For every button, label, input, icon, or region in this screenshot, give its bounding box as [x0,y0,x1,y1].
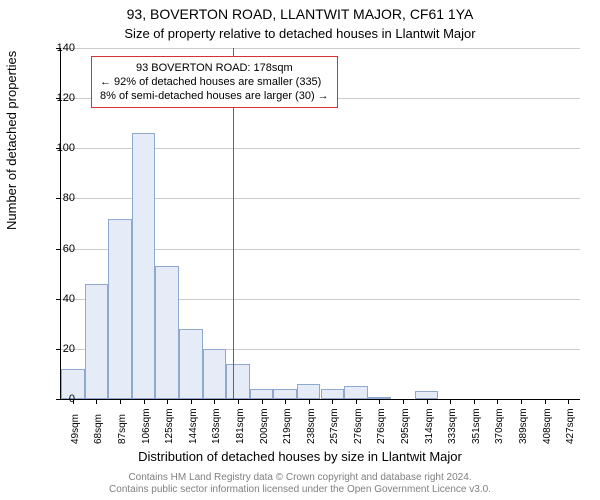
x-tick-label: 276sqm [353,408,364,444]
x-tick-label: 163sqm [211,408,222,444]
histogram-bar [297,384,321,399]
x-tick [167,399,168,404]
x-tick [403,399,404,404]
x-tick [96,399,97,404]
y-tick-label: 20 [63,343,75,355]
x-tick-label: 276sqm [376,408,387,444]
histogram-bar [132,133,156,399]
x-tick-label: 427sqm [565,408,576,444]
y-tick-label: 80 [63,192,75,204]
x-tick [474,399,475,404]
x-tick-label: 370sqm [494,408,505,444]
x-tick-label: 49sqm [70,414,81,444]
footnote-line-2: Contains public sector information licen… [0,484,600,496]
y-axis-label: Number of detached properties [4,51,19,230]
x-tick [238,399,239,404]
y-tick [56,249,61,250]
title-main: 93, BOVERTON ROAD, LLANTWIT MAJOR, CF61 … [0,6,600,22]
y-tick [56,349,61,350]
x-tick-label: 408sqm [542,408,553,444]
x-tick [120,399,121,404]
y-tick-label: 120 [57,92,75,104]
annotation-line-3: 8% of semi-detached houses are larger (3… [100,89,329,103]
x-tick [144,399,145,404]
x-tick [356,399,357,404]
histogram-bar [344,386,368,399]
y-tick-label: 100 [57,142,75,154]
histogram-bar [155,266,179,399]
footnote: Contains HM Land Registry data © Crown c… [0,472,600,496]
histogram-bar [226,364,250,399]
y-tick-label: 0 [69,393,75,405]
y-tick-label: 60 [63,243,75,255]
x-tick-label: 200sqm [259,408,270,444]
x-tick-label: 87sqm [117,414,128,444]
x-tick-label: 144sqm [188,408,199,444]
y-tick [56,399,61,400]
x-tick-label: 314sqm [424,408,435,444]
x-tick-label: 68sqm [93,414,104,444]
x-tick [332,399,333,404]
x-tick-label: 351sqm [471,408,482,444]
x-tick-label: 181sqm [235,408,246,444]
x-tick [379,399,380,404]
x-tick [262,399,263,404]
x-tick-label: 389sqm [518,408,529,444]
chart-container: { "title_main": "93, BOVERTON ROAD, LLAN… [0,0,600,500]
title-sub: Size of property relative to detached ho… [0,26,600,41]
x-tick [497,399,498,404]
x-tick [427,399,428,404]
x-tick [285,399,286,404]
x-tick [545,399,546,404]
plot-area: 49sqm68sqm87sqm106sqm125sqm144sqm163sqm1… [60,48,580,400]
footnote-line-1: Contains HM Land Registry data © Crown c… [0,472,600,484]
x-tick-label: 125sqm [164,408,175,444]
histogram-bar [108,219,132,400]
x-tick [309,399,310,404]
x-tick-label: 333sqm [447,408,458,444]
histogram-bar [321,389,345,399]
x-tick [214,399,215,404]
histogram-bar [85,284,109,399]
y-tick [56,198,61,199]
histogram-bar [203,349,227,399]
y-tick-label: 140 [57,42,75,54]
x-tick [521,399,522,404]
x-tick-label: 257sqm [329,408,340,444]
gridline-h [61,48,580,49]
histogram-bar [250,389,274,399]
y-tick [56,299,61,300]
x-tick [568,399,569,404]
histogram-bar [273,389,297,399]
annotation-line-2: ← 92% of detached houses are smaller (33… [100,75,329,89]
x-tick-label: 106sqm [141,408,152,444]
histogram-bar [179,329,203,399]
x-tick-label: 295sqm [400,408,411,444]
x-tick [450,399,451,404]
x-axis-label: Distribution of detached houses by size … [0,449,600,464]
x-tick-label: 238sqm [306,408,317,444]
histogram-bar [415,391,439,399]
y-tick-label: 40 [63,293,75,305]
annotation-line-1: 93 BOVERTON ROAD: 178sqm [100,61,329,75]
x-tick [191,399,192,404]
x-tick-label: 219sqm [282,408,293,444]
annotation-box: 93 BOVERTON ROAD: 178sqm ← 92% of detach… [91,56,338,108]
